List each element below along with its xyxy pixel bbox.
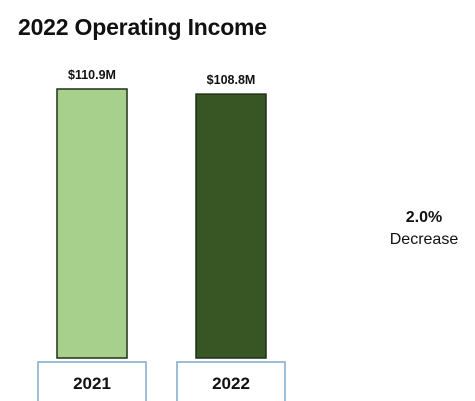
bar-2021 <box>56 88 128 359</box>
chart-title: 2022 Operating Income <box>18 14 267 40</box>
bar-2022 <box>195 93 267 359</box>
category-label-2021: 2021 <box>73 374 111 393</box>
change-annotation: 2.0% Decrease <box>372 207 475 251</box>
category-label-2022: 2022 <box>212 374 250 393</box>
change-percent: 2.0% <box>405 209 443 226</box>
category-box-2022 <box>176 361 286 401</box>
change-description: Decrease <box>389 231 459 248</box>
bar-value-label-2021: $110.9M <box>68 68 116 82</box>
category-box-2021 <box>37 361 147 401</box>
bar-value-label-2022: $108.8M <box>207 73 256 87</box>
